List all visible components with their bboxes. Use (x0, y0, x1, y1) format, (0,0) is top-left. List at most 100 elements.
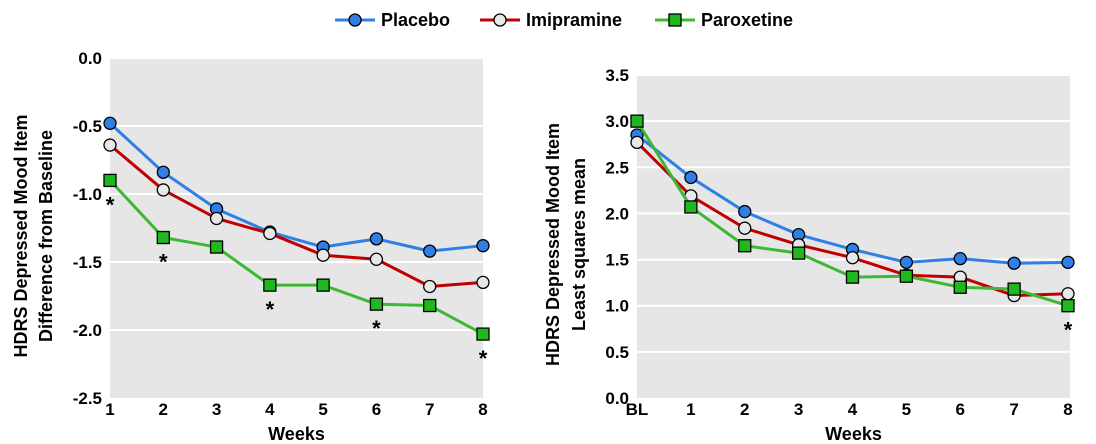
y-tick-label: -1.5 (73, 253, 102, 272)
y-tick-label: 3.0 (605, 112, 629, 131)
data-point-placebo (738, 204, 752, 219)
series-placebo (103, 116, 490, 258)
x-tick-label: 4 (848, 400, 858, 419)
x-tick-label: 2 (740, 400, 749, 419)
data-point-placebo (684, 170, 698, 185)
x-tick-label: 8 (478, 400, 487, 419)
significance-marker: * (1064, 318, 1073, 343)
data-point-imipramine (476, 275, 490, 290)
y-tick-label: 0.0 (78, 49, 102, 68)
data-point-paroxetine (1007, 282, 1021, 296)
series-line-placebo (108, 122, 484, 253)
x-axis-label: Weeks (268, 424, 325, 444)
data-point-paroxetine (369, 297, 384, 311)
chart-least-squares-mean: 0.0 0.5 1.0 1.5 2.0 2.5 3.0 3.5 BL 1 2 3 4 5 6 7 8 Weeks H… (543, 66, 1075, 444)
significance-marker: * (372, 316, 381, 341)
data-point-paroxetine (684, 200, 698, 214)
series-line-paroxetine (108, 179, 484, 336)
data-point-paroxetine (1061, 299, 1075, 313)
legend-item-paroxetine: Paroxetine (655, 10, 793, 30)
y-tick-label: -2.5 (73, 389, 102, 408)
data-point-placebo (156, 165, 170, 179)
data-point-paroxetine (423, 298, 437, 313)
data-point-imipramine (209, 211, 224, 226)
x-tick-label: 5 (902, 400, 911, 419)
y-tick-label: 1.5 (605, 251, 629, 270)
data-point-placebo (899, 255, 914, 269)
data-point-imipramine (316, 248, 330, 262)
significance-marker: * (106, 192, 115, 217)
data-point-imipramine (103, 138, 117, 152)
data-point-imipramine (423, 279, 437, 294)
data-point-imipramine (263, 226, 277, 241)
data-point-placebo (1061, 255, 1075, 269)
data-point-placebo (1007, 256, 1021, 270)
x-tick-label: 3 (212, 400, 221, 419)
y-tick-label: 2.0 (605, 204, 629, 223)
legend-label-placebo: Placebo (381, 10, 450, 30)
data-point-imipramine (1061, 287, 1075, 301)
series-line-imipramine (109, 143, 484, 288)
y-tick-label: 3.5 (605, 66, 629, 85)
legend-label-imipramine: Imipramine (526, 10, 622, 30)
data-point-imipramine (369, 252, 384, 266)
x-tick-label: 5 (318, 400, 327, 419)
y-tick-label: 0.5 (605, 343, 629, 362)
significance-marker: * (266, 297, 275, 322)
data-point-imipramine (156, 183, 170, 197)
data-point-paroxetine (476, 327, 490, 341)
y-tick-label: 1.0 (605, 297, 629, 316)
x-tick-label: 6 (956, 400, 965, 419)
data-point-imipramine (738, 221, 752, 235)
data-point-paroxetine (316, 278, 330, 292)
data-point-paroxetine (263, 278, 277, 292)
significance-marker: * (479, 346, 488, 371)
x-tick-label: 1 (105, 400, 114, 419)
y-axis-label: Least squares mean (569, 158, 589, 331)
series-imipramine (103, 138, 490, 294)
data-point-placebo (953, 251, 967, 266)
x-tick-label: 8 (1063, 400, 1072, 419)
x-tick-label: 7 (1009, 400, 1018, 419)
plot-area (637, 75, 1070, 398)
x-tick-label: 4 (265, 400, 275, 419)
data-point-placebo (423, 244, 437, 258)
data-point-placebo (476, 239, 490, 253)
legend-label-paroxetine: Paroxetine (701, 10, 793, 30)
y-tick-label: 2.5 (605, 158, 629, 177)
significance-marker: * (159, 250, 168, 275)
y-axis-label: HDRS Depressed Mood Item (543, 123, 563, 366)
data-point-paroxetine (103, 173, 117, 188)
legend-marker-placebo (348, 13, 362, 27)
legend-item-imipramine: Imipramine (480, 10, 622, 30)
data-point-imipramine (845, 251, 860, 265)
data-point-paroxetine (156, 230, 170, 245)
x-axis-label: Weeks (825, 424, 882, 444)
x-tick-label: 2 (159, 400, 168, 419)
y-tick-label: -2.0 (73, 321, 102, 340)
x-tick-label: BL (626, 400, 649, 419)
plot-area (110, 58, 483, 398)
data-point-paroxetine (738, 239, 752, 253)
data-point-imipramine (630, 135, 644, 150)
legend: Placebo Imipramine Paroxetine (335, 10, 793, 30)
x-tick-label: 7 (425, 400, 434, 419)
data-point-placebo (369, 232, 384, 246)
series-paroxetine (103, 173, 490, 341)
y-tick-label: -1.0 (73, 185, 102, 204)
legend-item-placebo: Placebo (335, 10, 450, 30)
data-point-paroxetine (209, 240, 224, 254)
data-point-paroxetine (845, 270, 860, 284)
y-axis-label: HDRS Depressed Mood Item (11, 114, 31, 357)
series-paroxetine (630, 114, 1075, 313)
series-placebo (630, 128, 1075, 270)
y-tick-label: 0.0 (605, 389, 629, 408)
data-point-placebo (103, 116, 117, 130)
data-point-paroxetine (630, 114, 644, 128)
x-tick-label: 1 (686, 400, 695, 419)
y-tick-label: -0.5 (73, 117, 102, 136)
chart-difference-from-baseline: 0.0 -0.5 -1.0 -1.5 -2.0 -2.51 2 3 4 5 6 7 8 Weeks HDRS… (11, 49, 490, 444)
data-point-paroxetine (953, 280, 967, 294)
legend-marker-imipramine (493, 13, 507, 27)
